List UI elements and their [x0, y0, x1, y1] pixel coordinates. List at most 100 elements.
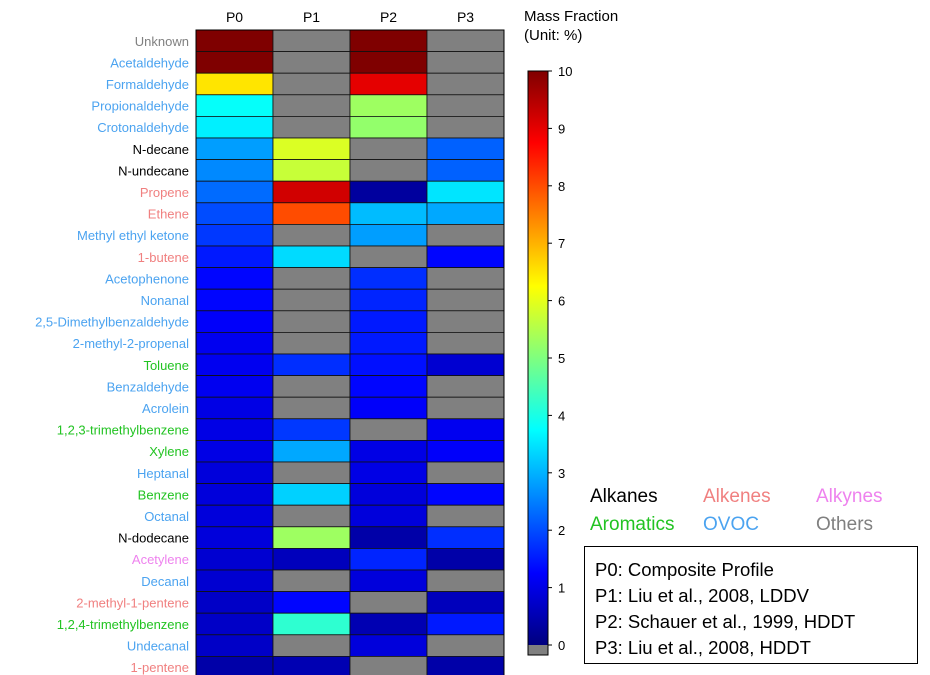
heatmap-cell	[272, 267, 351, 290]
heatmap-cell	[426, 72, 505, 96]
heatmap-cell	[272, 634, 351, 657]
heatmap-cell	[426, 288, 505, 312]
row-label: Unknown	[135, 34, 189, 49]
heatmap-cell	[272, 245, 351, 269]
heatmap-cell	[426, 418, 505, 441]
legend-ovoc: OVOC	[703, 514, 759, 535]
colorbar-tick-label: 2	[558, 523, 565, 538]
heatmap-cell	[195, 591, 274, 614]
colorbar-tick-label: 9	[558, 121, 565, 136]
heatmap-cell	[272, 29, 351, 53]
heatmap-cell	[426, 548, 505, 571]
row-label: 1-pentene	[130, 660, 189, 675]
legend-others: Others	[816, 514, 874, 535]
colorbar-tick-label: 4	[558, 408, 565, 423]
heatmap-cell	[195, 245, 274, 269]
heatmap-cell	[426, 656, 505, 675]
row-label: N-undecane	[118, 163, 189, 178]
column-header-p1: P1	[303, 9, 320, 25]
row-label: Crotonaldehyde	[97, 120, 189, 135]
heatmap-cell	[272, 548, 351, 571]
row-label: Octanal	[144, 509, 189, 524]
group-legend-row-2: Aromatics OVOC Others	[590, 514, 910, 544]
heatmap-cell	[195, 223, 274, 247]
heatmap-cell	[426, 180, 505, 204]
heatmap-cell	[349, 439, 428, 463]
colorbar-title-line1: Mass Fraction	[524, 8, 619, 25]
colorbar-tick-label: 10	[558, 64, 572, 79]
colorbar-missing-swatch	[528, 645, 548, 655]
group-legend-row-1: Alkanes Alkenes Alkynes	[590, 486, 910, 516]
heatmap-cell	[272, 331, 351, 355]
row-label: Propionaldehyde	[91, 99, 189, 114]
heatmap-cell	[272, 483, 351, 506]
heatmap-cell	[195, 526, 274, 549]
heatmap-cell	[426, 94, 505, 117]
heatmap-cell	[349, 288, 428, 312]
heatmap-cell	[272, 656, 351, 675]
heatmap-cell	[272, 288, 351, 312]
heatmap-cell	[195, 267, 274, 290]
heatmap-cell	[272, 504, 351, 528]
heatmap-cell	[426, 439, 505, 463]
colorbar-tick-label: 7	[558, 236, 565, 251]
heatmap-cell	[349, 267, 428, 290]
heatmap-cell	[349, 116, 428, 139]
row-label: Decanal	[141, 574, 189, 589]
heatmap-cell	[195, 72, 274, 96]
row-label: 2,5-Dimethylbenzaldehyde	[35, 315, 189, 330]
heatmap-cell	[195, 29, 274, 53]
heatmap-cell	[426, 353, 505, 377]
row-label: Nonanal	[141, 293, 190, 308]
heatmap-cell	[195, 94, 274, 117]
heatmap-cell	[349, 180, 428, 204]
row-label: Benzaldehyde	[107, 379, 189, 394]
row-label: 2-methyl-2-propenal	[73, 336, 189, 351]
row-label: Benzene	[138, 487, 189, 502]
heatmap-cell	[195, 569, 274, 593]
heatmap-cell	[195, 439, 274, 463]
colorbar-frame	[527, 70, 549, 656]
row-label: 1,2,3-trimethylbenzene	[57, 423, 189, 438]
colorbar-tick-label: 0	[558, 638, 565, 653]
heatmap-cell	[349, 569, 428, 593]
row-label: Propene	[140, 185, 189, 200]
heatmap-cell	[195, 504, 274, 528]
heatmap-cell	[272, 418, 351, 441]
heatmap-frame	[195, 29, 505, 675]
heatmap-cell	[272, 116, 351, 139]
legend-alkanes: Alkanes	[590, 486, 658, 507]
legend-alkynes: Alkynes	[816, 486, 883, 507]
profile-legend-p0: P0: Composite Profile	[595, 559, 774, 580]
row-label: Methyl ethyl ketone	[77, 228, 189, 243]
row-label: Acetaldehyde	[110, 55, 189, 70]
heatmap-cell	[272, 439, 351, 463]
row-label: 1,2,4-trimethylbenzene	[57, 617, 189, 632]
heatmap-cell	[195, 202, 274, 225]
row-label: 2-methyl-1-pentene	[76, 595, 189, 610]
heatmap-cell	[272, 94, 351, 117]
heatmap-cell	[426, 223, 505, 247]
profile-legend-p3: P3: Liu et al., 2008, HDDT	[595, 637, 811, 658]
row-label: Acetophenone	[105, 271, 189, 286]
heatmap-cell	[195, 288, 274, 312]
profile-legend-p2: P2: Schauer et al., 1999, HDDT	[595, 611, 856, 632]
heatmap-cell	[272, 51, 351, 74]
heatmap-cell	[349, 310, 428, 333]
heatmap-cell	[195, 461, 274, 485]
heatmap-cell	[426, 375, 505, 398]
heatmap-cell	[349, 504, 428, 528]
heatmap-cell	[426, 612, 505, 636]
colorbar-tick-label: 1	[558, 581, 565, 596]
colorbar-tick-label: 3	[558, 466, 565, 481]
heatmap-cell	[349, 94, 428, 117]
heatmap-cell	[426, 504, 505, 528]
heatmap-cell	[426, 331, 505, 355]
heatmap-cell	[349, 591, 428, 614]
heatmap-cell	[349, 245, 428, 269]
heatmap-cell	[426, 483, 505, 506]
colorbar-tick-label: 6	[558, 294, 565, 309]
heatmap-cell	[195, 159, 274, 182]
heatmap-cell	[349, 548, 428, 571]
